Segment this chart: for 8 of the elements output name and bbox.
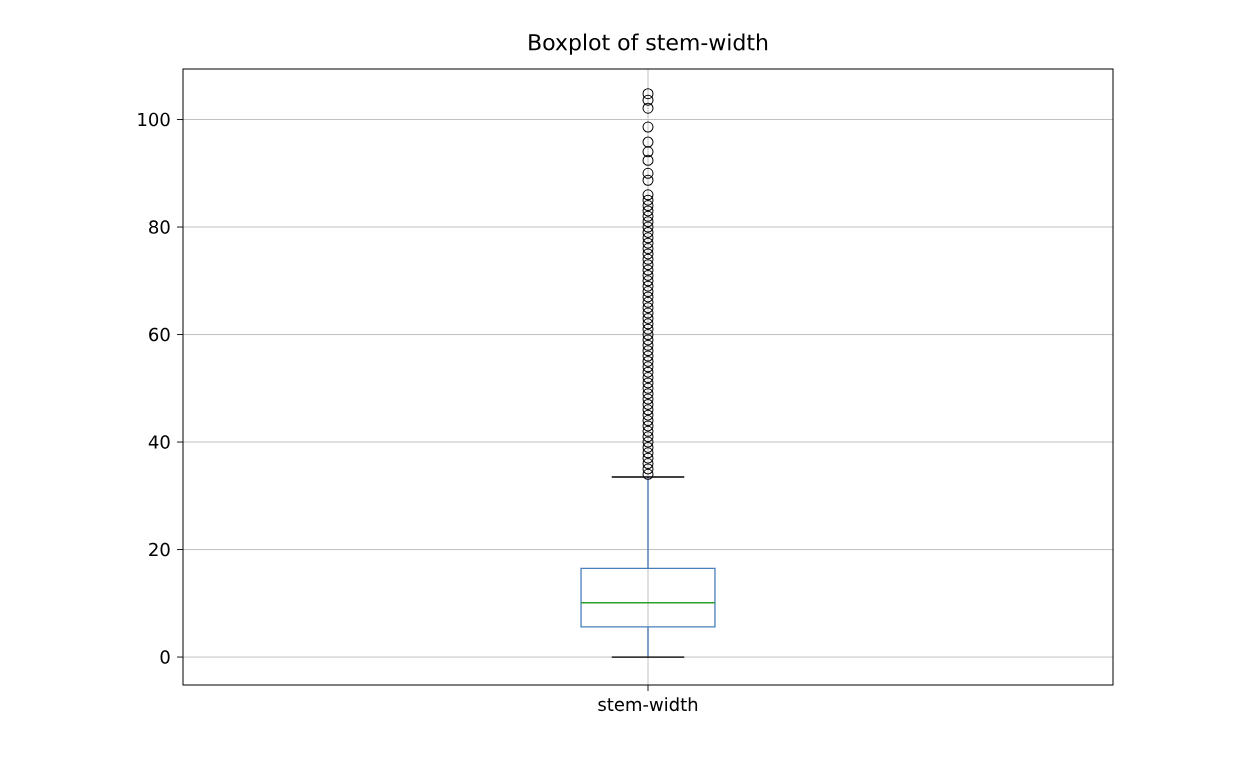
y-tick-label: 0 bbox=[160, 650, 170, 664]
y-tick-label: 60 bbox=[149, 327, 170, 342]
y-tick-label: 100 bbox=[138, 112, 170, 127]
y-tick-label: 20 bbox=[149, 542, 170, 557]
y-tick-label: 80 bbox=[149, 220, 170, 234]
x-tick-label: stem-width bbox=[598, 697, 698, 712]
chart-title: Boxplot of stem-width bbox=[529, 33, 768, 55]
y-tick-label: 40 bbox=[148, 435, 170, 449]
